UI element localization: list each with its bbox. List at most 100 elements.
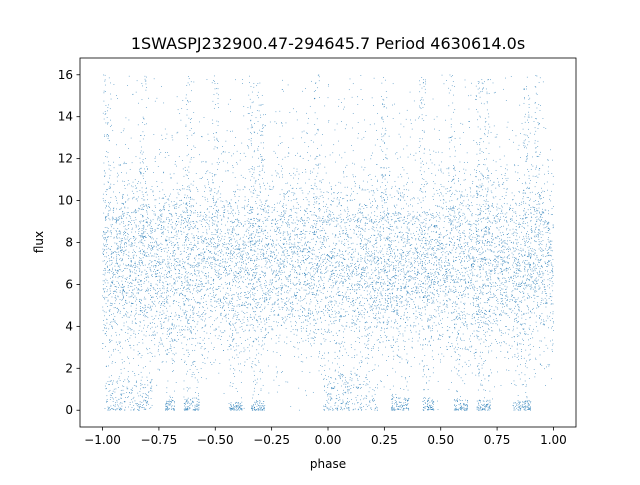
- data-point: [405, 261, 406, 263]
- data-point: [403, 288, 405, 290]
- data-point: [481, 185, 482, 187]
- data-point: [484, 243, 485, 245]
- data-point: [113, 293, 115, 294]
- data-point: [135, 270, 137, 272]
- data-point: [250, 260, 251, 262]
- data-point: [103, 162, 105, 164]
- data-point: [294, 295, 296, 296]
- data-point: [115, 307, 116, 308]
- data-point: [458, 294, 460, 296]
- data-point: [549, 232, 551, 234]
- data-point: [329, 287, 330, 289]
- data-point: [471, 234, 472, 235]
- data-point: [416, 274, 418, 276]
- data-point: [342, 375, 344, 376]
- data-point: [279, 202, 280, 204]
- data-point: [146, 252, 148, 253]
- data-point: [480, 254, 482, 256]
- data-point: [177, 262, 179, 263]
- data-point: [345, 250, 347, 252]
- data-point: [355, 272, 357, 274]
- data-point: [233, 308, 235, 310]
- data-point: [464, 235, 466, 237]
- data-point: [417, 278, 419, 279]
- data-point: [116, 208, 117, 210]
- data-point: [304, 274, 306, 275]
- data-point: [125, 249, 127, 251]
- data-point: [178, 302, 180, 303]
- data-point: [148, 254, 149, 255]
- data-point: [249, 213, 251, 214]
- data-point: [407, 211, 409, 212]
- data-point: [164, 277, 166, 279]
- data-point: [283, 203, 285, 205]
- data-point: [103, 232, 105, 234]
- data-point: [300, 210, 301, 211]
- data-point: [481, 258, 482, 259]
- data-point: [284, 266, 285, 268]
- data-point: [250, 224, 251, 226]
- data-point: [474, 355, 476, 357]
- data-point: [126, 277, 128, 279]
- data-point: [217, 235, 219, 237]
- data-point: [359, 244, 361, 245]
- data-point: [456, 257, 458, 258]
- data-point: [426, 305, 428, 306]
- data-point: [253, 249, 255, 251]
- data-point: [373, 234, 375, 236]
- data-point: [378, 273, 380, 275]
- data-point: [161, 249, 163, 250]
- data-point: [529, 238, 530, 240]
- data-point: [454, 282, 456, 283]
- data-point: [201, 377, 202, 378]
- data-point: [233, 228, 235, 230]
- data-point: [107, 261, 108, 262]
- data-point: [175, 273, 177, 275]
- data-point: [319, 290, 321, 292]
- data-point: [500, 313, 501, 315]
- data-point: [422, 292, 424, 293]
- data-point: [516, 272, 517, 274]
- data-point: [336, 226, 337, 228]
- data-point: [220, 315, 222, 316]
- data-point: [258, 316, 260, 318]
- data-point: [160, 263, 162, 265]
- data-point: [185, 252, 187, 253]
- data-point: [166, 277, 168, 278]
- data-point: [476, 204, 478, 205]
- data-point: [255, 223, 256, 224]
- data-point: [297, 207, 299, 209]
- data-point: [146, 312, 147, 314]
- data-point: [110, 354, 112, 356]
- data-point: [450, 252, 451, 254]
- data-point: [194, 259, 196, 261]
- data-point: [273, 321, 275, 322]
- data-point: [551, 270, 553, 272]
- data-point: [364, 238, 366, 240]
- data-point: [251, 269, 253, 271]
- data-point: [213, 244, 214, 245]
- data-point: [374, 256, 376, 257]
- data-point: [244, 187, 246, 188]
- data-point: [296, 272, 298, 274]
- data-point: [537, 283, 538, 284]
- data-point: [190, 247, 192, 249]
- data-point: [184, 262, 185, 264]
- data-point: [217, 214, 218, 216]
- data-point: [407, 196, 408, 197]
- data-point: [190, 331, 192, 333]
- data-point: [248, 257, 249, 259]
- data-point: [306, 293, 307, 295]
- data-point: [240, 270, 242, 272]
- data-point: [189, 214, 191, 216]
- data-point: [407, 223, 408, 225]
- data-point: [161, 344, 163, 345]
- data-point: [145, 290, 146, 292]
- data-point: [190, 212, 192, 214]
- data-point: [420, 286, 422, 287]
- data-point: [370, 295, 372, 297]
- data-point: [238, 222, 240, 223]
- data-point: [547, 266, 549, 267]
- data-point: [492, 251, 494, 253]
- data-point: [490, 271, 492, 272]
